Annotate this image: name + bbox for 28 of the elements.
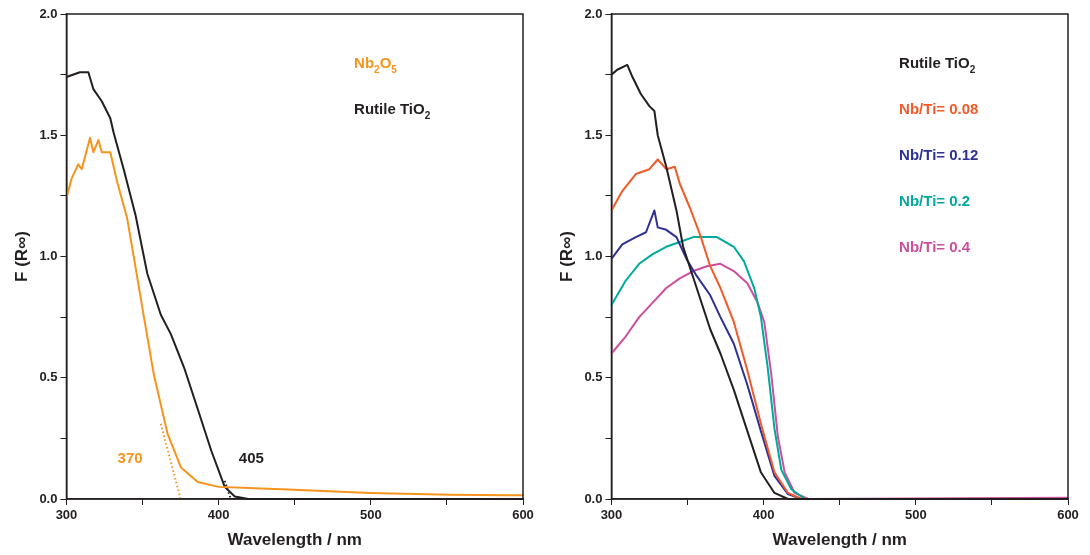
y-tick-label: 0.5 (39, 369, 58, 385)
x-tick-label: 300 (600, 507, 623, 523)
y-tick-label: 1.0 (584, 248, 603, 264)
x-tick-label: 500 (904, 507, 927, 523)
x-axis-title: Wavelength / nm (772, 530, 907, 550)
y-tick-label: 0.0 (39, 490, 58, 506)
x-tick-label: 600 (1057, 507, 1079, 523)
y-tick-label: 0.5 (584, 369, 603, 385)
x-tick-label: 500 (359, 507, 382, 523)
y-tick-label: 2.0 (584, 5, 603, 21)
y-tick-label: 2.0 (39, 5, 58, 21)
x-tick-label: 600 (512, 507, 534, 523)
x-tick-label: 300 (55, 507, 78, 523)
y-tick-label: 1.5 (584, 126, 603, 142)
y-axis-title: F (R∞) (556, 231, 576, 282)
y-axis-title: F (R∞) (11, 231, 31, 282)
text: Nb/Ti= 0.2 (899, 192, 971, 210)
y-tick-label: 1.0 (39, 248, 58, 264)
annotation: 370 (117, 449, 143, 467)
x-axis-title: Wavelength / nm (227, 530, 362, 550)
text: Nb/Ti= 0.12 (899, 146, 979, 164)
text: Nb/Ti= 0.4 (899, 238, 971, 256)
text: Nb/Ti= 0.08 (899, 100, 979, 118)
y-tick-label: 1.5 (39, 126, 58, 142)
x-tick-label: 400 (207, 507, 230, 523)
y-tick-label: 0.0 (584, 490, 603, 506)
x-tick-label: 400 (752, 507, 775, 523)
annotation: 405 (238, 449, 264, 467)
